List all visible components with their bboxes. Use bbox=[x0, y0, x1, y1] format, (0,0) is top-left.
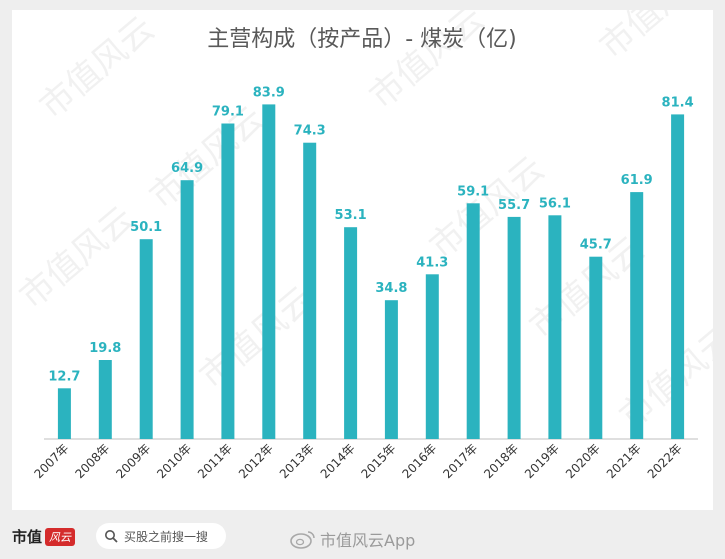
x-tick-label: 2008年 bbox=[72, 441, 112, 481]
value-label: 64.9 bbox=[171, 161, 203, 176]
chart-title: 主营构成（按产品）- 煤炭（亿) bbox=[207, 27, 517, 52]
bar-2019年 bbox=[548, 215, 562, 439]
brand-logo: 市值 风云 bbox=[12, 526, 76, 547]
watermark-text: 市值风云 bbox=[422, 149, 552, 267]
value-label: 55.7 bbox=[498, 198, 530, 213]
brand-badge: 风云 bbox=[45, 527, 76, 546]
watermark-text: 市值风云 bbox=[32, 10, 162, 127]
bar-2013年 bbox=[303, 142, 317, 439]
x-tick-label: 2021年 bbox=[604, 441, 644, 481]
bar-2007年 bbox=[57, 388, 71, 439]
value-label: 53.1 bbox=[335, 208, 367, 223]
watermark-text: 市值风云 bbox=[142, 99, 272, 217]
bar-2009年 bbox=[139, 239, 153, 439]
x-tick-label: 2020年 bbox=[563, 441, 603, 481]
x-tick-labels-group: 2007年 2008年 2009年 2010年 2011年 2012年 2013年 2014年… bbox=[32, 441, 685, 481]
bar-2008年 bbox=[98, 360, 112, 439]
bars-group bbox=[57, 104, 685, 440]
value-label: 56.1 bbox=[539, 196, 571, 211]
bar-2011年 bbox=[221, 123, 235, 439]
search-placeholder: 买股之前搜一搜 bbox=[124, 529, 209, 544]
bar-2016年 bbox=[425, 274, 439, 439]
bar-2017年 bbox=[466, 203, 480, 439]
value-label: 83.9 bbox=[253, 85, 285, 100]
bar-2018年 bbox=[507, 216, 521, 439]
bar-2015年 bbox=[384, 300, 398, 439]
value-label: 19.8 bbox=[89, 341, 121, 356]
x-tick-label: 2010年 bbox=[154, 441, 194, 481]
watermark-text: 市值风云 bbox=[592, 10, 713, 67]
bar-2014年 bbox=[344, 227, 358, 439]
x-tick-label: 2022年 bbox=[645, 441, 685, 481]
value-label: 50.1 bbox=[130, 220, 162, 235]
weibo-icon bbox=[290, 531, 315, 549]
bar-2022年 bbox=[671, 114, 685, 440]
brand-text: 市值 bbox=[12, 528, 43, 546]
chart-panel: 市值风云市值风云市值风云市值风云市值风云市值风云市值风云市值风云市值风云 主营构… bbox=[12, 10, 713, 510]
weibo-account: 市值风云App bbox=[290, 527, 415, 551]
bar-2021年 bbox=[630, 192, 644, 439]
bar-2020年 bbox=[589, 256, 603, 439]
value-label: 61.9 bbox=[621, 173, 653, 188]
x-tick-label: 2017年 bbox=[440, 441, 480, 481]
bar-2010年 bbox=[180, 180, 194, 439]
value-label: 59.1 bbox=[457, 184, 489, 199]
value-labels-group: 12.7 19.8 50.1 64.9 79.1 83.9 74.3 53.1 34.8 41.3… bbox=[48, 85, 693, 384]
x-tick-label: 2007年 bbox=[32, 441, 72, 481]
x-tick-label: 2015年 bbox=[359, 441, 399, 481]
x-tick-label: 2013年 bbox=[277, 441, 317, 481]
value-label: 41.3 bbox=[416, 255, 448, 270]
x-tick-label: 2014年 bbox=[318, 441, 358, 481]
value-label: 45.7 bbox=[580, 238, 612, 253]
watermark-text: 市值风云 bbox=[192, 279, 322, 397]
value-label: 34.8 bbox=[375, 281, 407, 296]
bar-chart: 市值风云市值风云市值风云市值风云市值风云市值风云市值风云市值风云市值风云 主营构… bbox=[12, 10, 713, 481]
x-tick-label: 2019年 bbox=[522, 441, 562, 481]
watermark-text: 市值风云 bbox=[612, 319, 713, 437]
search-icon bbox=[105, 530, 118, 543]
value-label: 79.1 bbox=[212, 105, 244, 120]
x-tick-label: 2011年 bbox=[195, 441, 235, 481]
x-tick-label: 2012年 bbox=[236, 441, 276, 481]
value-label: 81.4 bbox=[662, 95, 694, 110]
value-label: 12.7 bbox=[48, 369, 80, 384]
bar-2012年 bbox=[262, 104, 276, 440]
footer-bar: 市值 风云 买股之前搜一搜 市值风云App bbox=[0, 516, 725, 559]
watermark-layer: 市值风云市值风云市值风云市值风云市值风云市值风云市值风云市值风云市值风云 bbox=[12, 10, 713, 437]
watermark-text: 市值风云 bbox=[12, 199, 142, 317]
x-tick-label: 2009年 bbox=[113, 441, 153, 481]
x-tick-label: 2018年 bbox=[481, 441, 521, 481]
search-box[interactable]: 买股之前搜一搜 bbox=[96, 523, 226, 549]
weibo-account-name: 市值风云App bbox=[320, 531, 416, 550]
x-tick-label: 2016年 bbox=[399, 441, 439, 481]
value-label: 74.3 bbox=[294, 124, 326, 139]
